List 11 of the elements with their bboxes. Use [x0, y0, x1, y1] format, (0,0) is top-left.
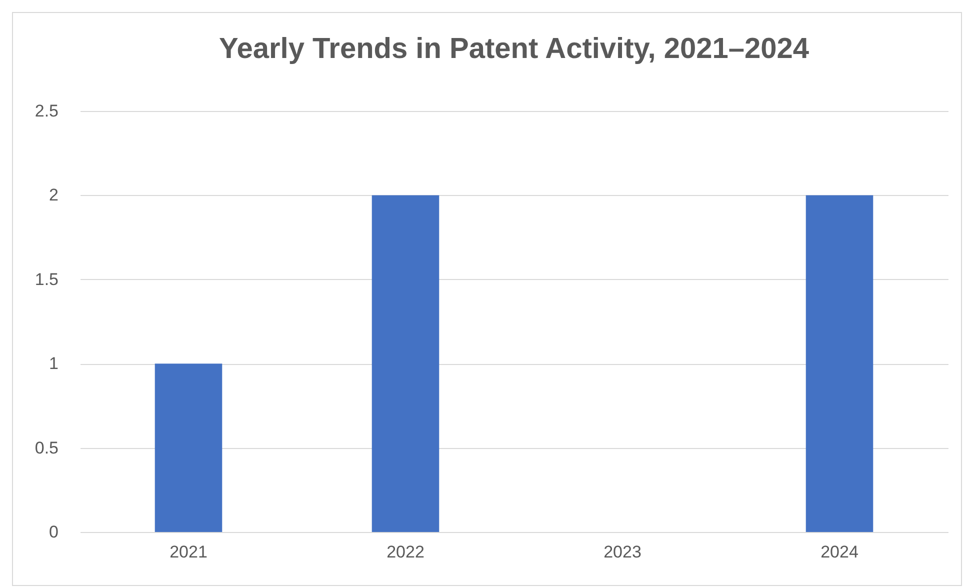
y-tick-label: 2.5 — [34, 102, 58, 120]
y-tick-label: 0.5 — [34, 438, 58, 458]
y-tick-label: 0 — [49, 522, 58, 542]
y-tick-label: 2 — [49, 186, 58, 205]
x-tick-label: 2022 — [386, 542, 424, 562]
y-tick-label: 1.5 — [34, 270, 58, 289]
x-tick-label: 2023 — [604, 542, 642, 562]
y-tick-label: 1 — [49, 354, 58, 374]
chart-title: Yearly Trends in Patent Activity, 2021–2024 — [219, 33, 809, 65]
x-tick-label: 2021 — [170, 542, 208, 562]
x-tick-label: 2024 — [820, 542, 858, 562]
